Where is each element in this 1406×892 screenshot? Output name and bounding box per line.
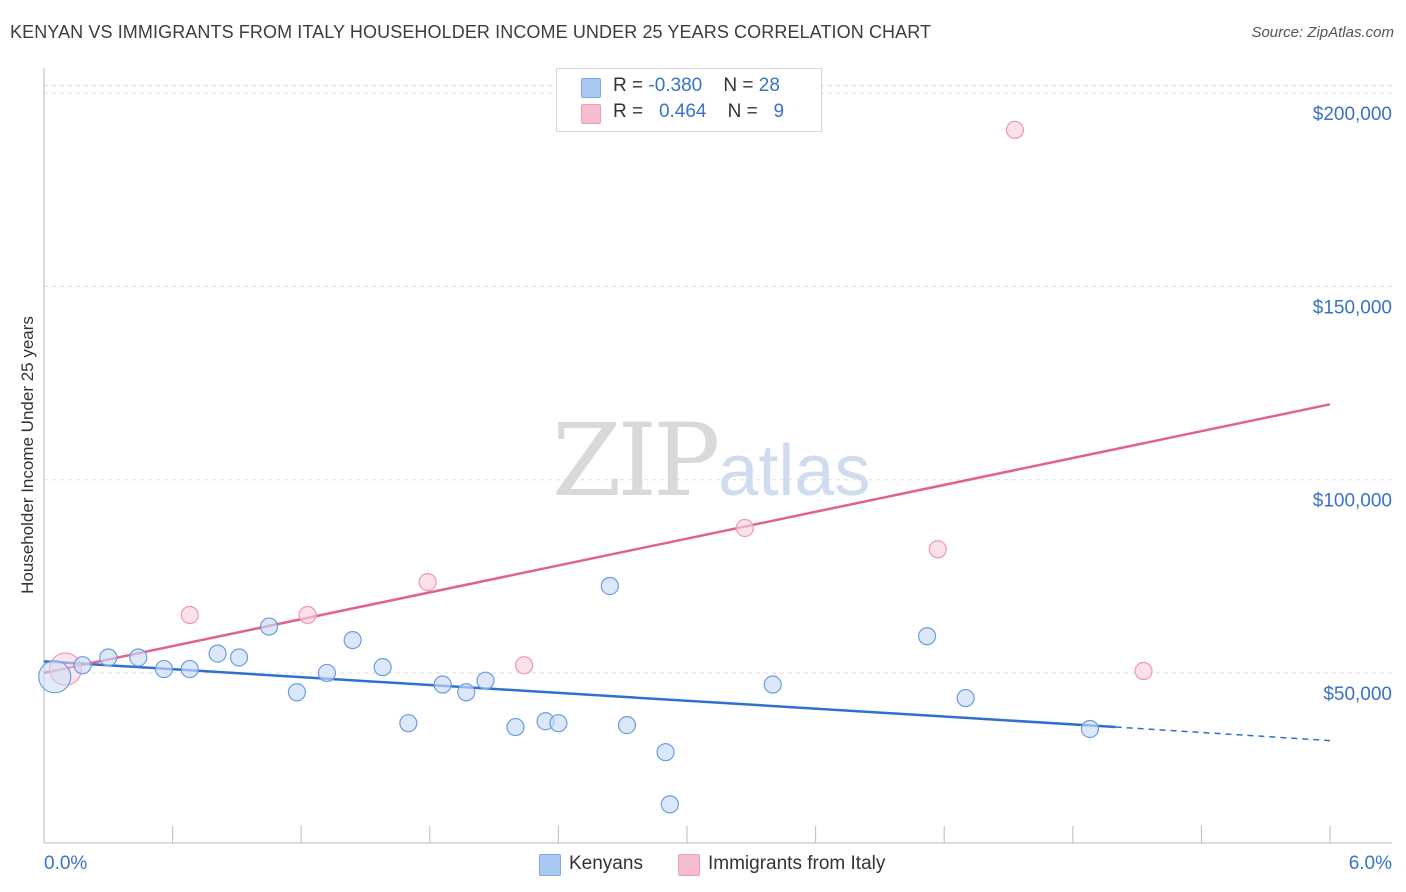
- point-kenyans: [259, 617, 279, 636]
- y-axis-label-wrap: Householder Income Under 25 years: [14, 290, 42, 620]
- point-italy: [928, 540, 947, 559]
- point-kenyans: [660, 795, 679, 814]
- x-tick-label: 0.0%: [44, 853, 87, 874]
- stats-n-label: N =: [727, 101, 763, 122]
- point-kenyans: [180, 659, 199, 679]
- stats-r-label: R =: [613, 101, 649, 122]
- trend-line-1: [43, 403, 1331, 675]
- stats-swatch-kenyans: [581, 78, 601, 98]
- source-credit: Source: ZipAtlas.com: [1251, 24, 1394, 41]
- point-kenyans: [917, 627, 937, 646]
- legend-swatch-kenyans: [539, 854, 561, 876]
- point-italy: [735, 518, 754, 538]
- point-kenyans: [476, 671, 495, 690]
- point-kenyans: [129, 648, 148, 667]
- y-tick-label: $200,000: [1313, 104, 1392, 125]
- stats-r-label: R =: [613, 75, 649, 96]
- stats-n-value: 28: [758, 75, 780, 96]
- x-tick-label: 6.0%: [1349, 853, 1392, 874]
- point-kenyans: [956, 688, 975, 708]
- point-kenyans: [656, 743, 675, 762]
- point-italy: [1134, 661, 1153, 681]
- point-kenyans: [506, 717, 525, 737]
- stats-swatch-italy: [581, 104, 601, 124]
- point-italy: [515, 656, 534, 675]
- data-points: [38, 120, 1153, 814]
- point-kenyans: [343, 630, 362, 650]
- point-kenyans: [457, 683, 476, 702]
- stats-r-value: -0.380: [648, 75, 703, 96]
- y-tick-label: $50,000: [1323, 684, 1392, 705]
- stats-box: R = -0.380 N = 28 R = 0.464 N = 9: [556, 68, 822, 132]
- point-italy: [298, 605, 317, 625]
- grid-lines: [44, 84, 1392, 674]
- point-italy: [418, 573, 437, 592]
- point-kenyans: [1080, 719, 1100, 739]
- legend-label-kenyans: Kenyans: [569, 853, 643, 874]
- watermark: ZIPatlas: [552, 402, 870, 519]
- point-kenyans: [600, 576, 619, 596]
- point-kenyans: [73, 656, 92, 675]
- y-tick-label: $100,000: [1313, 491, 1392, 512]
- legend: Kenyans Immigrants from Italy: [0, 850, 1406, 880]
- point-kenyans: [549, 714, 568, 733]
- tick-labels: $50,000 $100,000 $150,000 $200,000 0.0% 6.0%: [44, 104, 1392, 874]
- point-kenyans: [287, 683, 307, 702]
- axes: [43, 68, 1392, 844]
- watermark-zip: ZIP: [552, 402, 720, 519]
- watermark-atlas: atlas: [718, 431, 871, 511]
- legend-label-italy: Immigrants from Italy: [708, 853, 886, 874]
- point-italy: [1005, 120, 1025, 140]
- point-kenyans: [399, 714, 418, 733]
- point-kenyans: [433, 675, 452, 694]
- point-kenyans: [617, 716, 637, 735]
- point-kenyans: [763, 675, 782, 694]
- point-kenyans: [154, 659, 174, 679]
- y-axis-label: Householder Income Under 25 years: [18, 316, 37, 594]
- trend-line-extension-0: [1115, 726, 1331, 742]
- point-kenyans: [229, 648, 249, 667]
- point-italy: [180, 605, 199, 625]
- stats-n-value: 9: [773, 101, 785, 122]
- stats-n-label: N =: [723, 75, 759, 96]
- legend-swatch-italy: [678, 854, 700, 876]
- point-kenyans: [38, 660, 72, 694]
- point-kenyans: [317, 663, 337, 683]
- trend-line-0: [43, 660, 1116, 729]
- trend-lines: [43, 403, 1331, 742]
- y-tick-label: $150,000: [1313, 297, 1392, 318]
- point-kenyans: [99, 648, 118, 667]
- point-kenyans: [208, 644, 227, 663]
- point-kenyans: [373, 658, 392, 677]
- chart-title: KENYAN VS IMMIGRANTS FROM ITALY HOUSEHOL…: [10, 22, 932, 42]
- stats-r-value: 0.464: [658, 101, 707, 122]
